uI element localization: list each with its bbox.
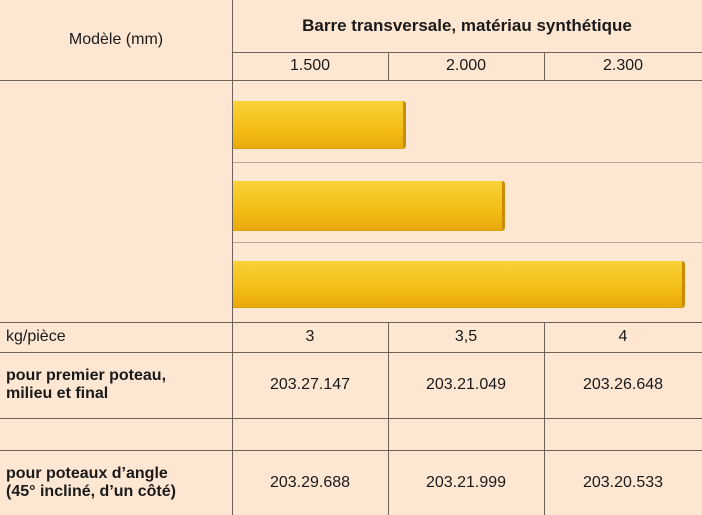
grid-line	[232, 242, 702, 243]
crossbar-image	[232, 261, 685, 307]
value-cell: 203.21.049	[388, 352, 544, 418]
grid-line	[0, 352, 702, 353]
value-cell: 203.29.688	[232, 450, 388, 515]
grid-line	[232, 52, 702, 53]
value-cell: 203.21.999	[388, 450, 544, 515]
grid-line	[0, 450, 702, 451]
grid-line	[0, 322, 702, 323]
row-label: pour premier poteau,milieu et final	[0, 352, 232, 418]
header-title: Barre transversale, matériau synthétique	[232, 0, 702, 52]
grid-line	[0, 80, 702, 81]
model-label: Modèle (mm)	[0, 0, 232, 80]
value-cell: 203.27.147	[232, 352, 388, 418]
size-label: 1.500	[232, 52, 388, 80]
row-label: kg/pièce	[0, 322, 232, 352]
product-table: Modèle (mm)Barre transversale, matériau …	[0, 0, 702, 515]
label-line: milieu et final	[6, 385, 108, 403]
grid-line	[388, 322, 389, 515]
value-cell: 3,5	[388, 322, 544, 352]
grid-line	[388, 52, 389, 80]
crossbar-image	[232, 181, 505, 230]
crossbar-image	[232, 101, 406, 148]
label-line: pour premier poteau,	[6, 367, 166, 385]
value-cell: 4	[544, 322, 702, 352]
row-label: pour poteaux d’angle(45° incliné, d’un c…	[0, 450, 232, 515]
grid-line	[544, 52, 545, 80]
grid-line	[544, 322, 545, 515]
value-cell: 203.20.533	[544, 450, 702, 515]
size-label: 2.300	[544, 52, 702, 80]
value-cell: 3	[232, 322, 388, 352]
value-cell: 203.26.648	[544, 352, 702, 418]
label-line: kg/pièce	[6, 328, 66, 346]
label-line: (45° incliné, d’un côté)	[6, 483, 176, 501]
grid-line	[232, 162, 702, 163]
size-label: 2.000	[388, 52, 544, 80]
grid-line	[232, 0, 233, 515]
grid-line	[0, 418, 702, 419]
label-line: pour poteaux d’angle	[6, 465, 168, 483]
